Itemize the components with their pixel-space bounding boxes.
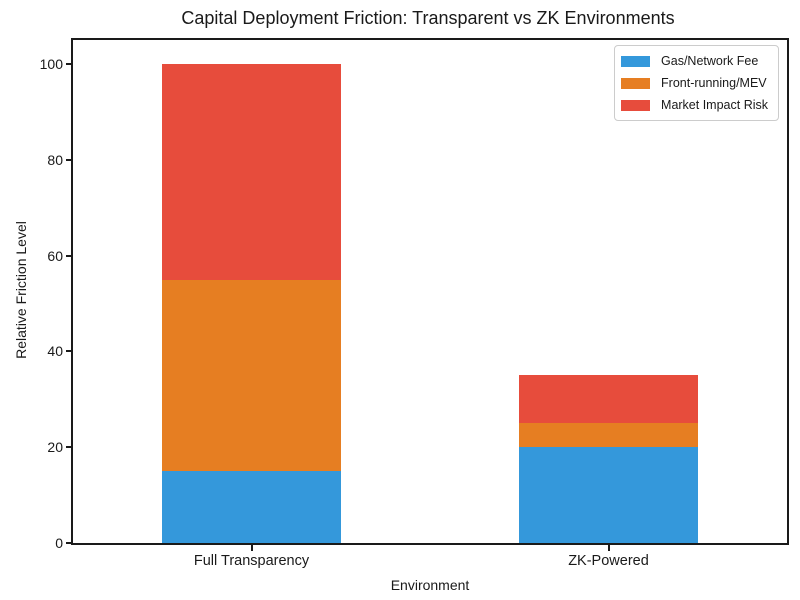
y-tick-mark: [66, 254, 73, 257]
legend-item: Gas/Network Fee: [621, 52, 768, 70]
y-tick-mark: [66, 158, 73, 161]
legend-item: Market Impact Risk: [621, 96, 768, 114]
legend-swatch: [621, 99, 651, 111]
bar-segment: [162, 279, 341, 472]
bar-segment: [519, 447, 698, 543]
legend-label: Market Impact Risk: [661, 98, 768, 112]
legend-label: Gas/Network Fee: [661, 54, 759, 68]
bar-segment: [162, 63, 341, 280]
bar-segment: [162, 471, 341, 543]
bar-segment: [519, 423, 698, 448]
y-tick-mark: [66, 350, 73, 353]
legend: Gas/Network Fee Front-running/MEV Market I…: [614, 45, 779, 121]
y-tick-label: 100: [39, 55, 63, 72]
y-axis-label: Relative Friction Level: [13, 221, 29, 359]
x-tick-mark: [250, 545, 253, 551]
x-axis-label: Environment: [390, 577, 470, 593]
legend-swatch: [621, 55, 651, 67]
legend-swatch: [621, 77, 651, 89]
x-tick-label: ZK-Powered: [568, 553, 649, 569]
y-tick-label: 0: [55, 535, 63, 551]
x-tick-mark: [607, 545, 610, 551]
bar-segment: [519, 375, 698, 424]
legend-item: Front-running/MEV: [621, 74, 768, 92]
legend-label: Front-running/MEV: [661, 76, 767, 90]
y-tick-label: 20: [47, 439, 63, 456]
plot-area: Environment Gas/Network Fee Front-running…: [40, 38, 789, 593]
x-tick-label: Full Transparency: [193, 553, 310, 569]
y-tick-mark: [66, 446, 73, 449]
y-tick-label: 40: [47, 343, 63, 360]
y-tick-mark: [66, 542, 73, 544]
y-tick-label: 80: [47, 151, 63, 168]
y-tick-label: 60: [47, 247, 63, 264]
chart-title: Capital Deployment Friction: Transparent…: [181, 8, 675, 28]
y-tick-mark: [66, 62, 73, 65]
